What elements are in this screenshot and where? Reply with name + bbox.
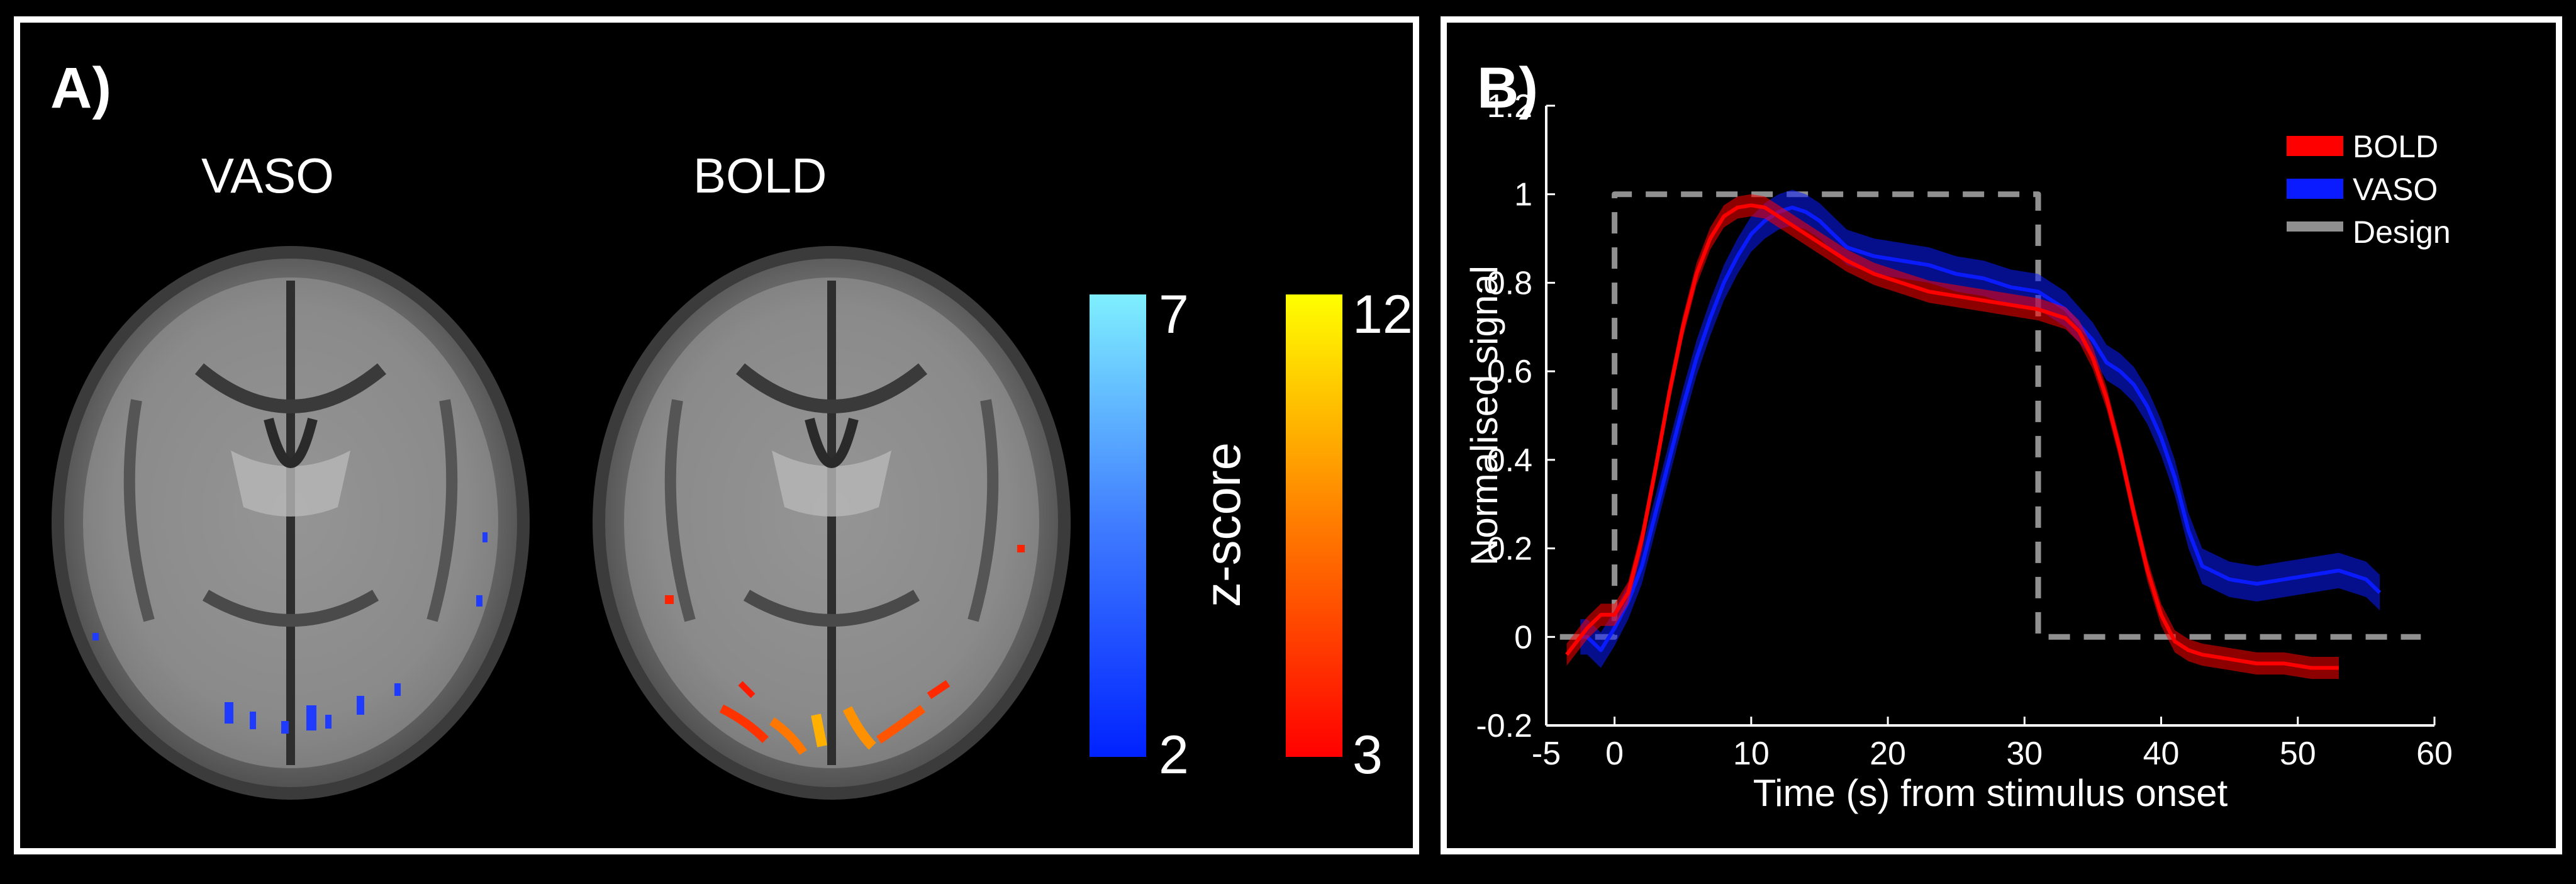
signal-time-chart: -0.2 0 0.2 0.4 0.6 0.8 1 1.2 -5 0 10 20 30 40 50 60 BOL… [1463,88,2453,814]
y-tick-label: 0.8 [1487,265,1532,301]
vaso-colorbar [1090,294,1146,757]
bold-legend-swatch [2287,136,2343,156]
x-tick-label: -5 [1532,736,1561,772]
y-tick-label: 1.2 [1487,88,1532,125]
vaso-line [1580,205,2382,652]
panel-a-letter: A) [50,56,112,120]
x-tick-label: 60 [2416,736,2453,772]
x-tick-label: 30 [2006,736,2043,772]
bold-scale-min: 3 [1352,725,1383,785]
panel-a: A) VASO BOLD [14,16,1419,854]
y-tick-label: 0.4 [1487,442,1532,479]
z-score-label: z-score [1195,442,1251,608]
bold-legend-label: BOLD [2353,129,2438,164]
y-tick-label: 0.6 [1487,354,1532,390]
bold-brain-image [593,246,1071,800]
vaso-title: VASO [201,148,334,203]
bold-title: BOLD [693,148,827,203]
x-tick-label: 50 [2280,736,2316,772]
chart-legend: BOLD VASO Design [2287,129,2451,250]
chart-series [1559,189,2421,680]
bold-line [1565,203,2339,670]
vaso-scale-min: 2 [1159,725,1189,785]
design-legend-swatch [2287,221,2343,232]
design-legend-label: Design [2353,215,2451,250]
x-tick-label: 10 [1733,736,1770,772]
x-axis-label: Time (s) from stimulus onset [1753,772,2228,814]
y-tick-label: 0.2 [1487,531,1532,568]
y-tick-label: -0.2 [1476,708,1532,744]
x-tick-label: 20 [1870,736,1906,772]
panel-b-letter: B) [1477,56,1539,120]
y-tick-label: 0 [1514,619,1532,656]
vaso-scale-max: 7 [1159,284,1189,345]
x-tick-label: 40 [2143,736,2180,772]
y-axis-label: Normalised signal [1463,266,1505,566]
vaso-brain-image [52,246,530,800]
panel-b: B) -0.2 0 0.2 0.4 0.6 0.8 1 1.2 -5 0 10 20 30 40 50 60 … [1441,16,2562,854]
y-tick-label: 1 [1514,177,1532,213]
x-tick-label: 0 [1605,736,1624,772]
vaso-legend-label: VASO [2353,172,2438,207]
bold-scale-max: 12 [1352,284,1413,345]
chart-axes: -0.2 0 0.2 0.4 0.6 0.8 1 1.2 -5 0 10 20 30 40 50 60 [1476,88,2453,772]
vaso-legend-swatch [2287,179,2343,199]
bold-colorbar [1286,294,1342,757]
vaso-error-band [1580,189,2380,668]
